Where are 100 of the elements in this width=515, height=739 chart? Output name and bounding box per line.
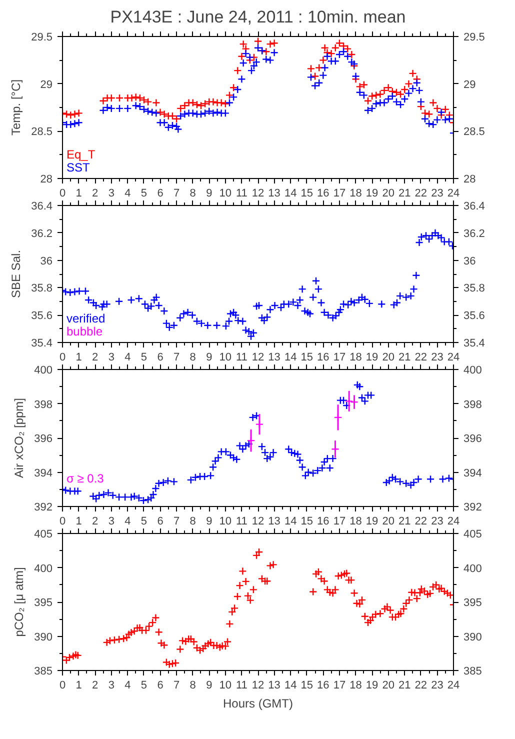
x-tick-label: 8	[190, 352, 196, 364]
point	[331, 445, 340, 454]
x-tick-label: 24	[447, 516, 460, 528]
x-tick-label: 8	[190, 188, 196, 200]
y2-tick-label: 398	[464, 398, 482, 411]
x-tick-label: 23	[431, 188, 444, 200]
y2-tick-label: 29.5	[464, 32, 485, 44]
x-tick-label: 15	[300, 516, 314, 528]
y2-tick-label: 394	[464, 467, 482, 480]
x-tick-label: 5	[140, 188, 148, 200]
x-tick-label: 10	[219, 680, 232, 692]
x-tick-label: 16	[317, 680, 330, 692]
x-tick-label: 8	[190, 516, 196, 528]
y-tick-label: 29.5	[31, 32, 53, 44]
y2-tick-label: 36.4	[464, 200, 485, 212]
y2-tick-label: 35.4	[464, 338, 485, 350]
x-tick-label: 7	[173, 516, 180, 528]
x-tick-label: 17	[333, 352, 346, 364]
x-tick-label: 10	[219, 516, 232, 528]
x-tick-label: 18	[350, 188, 362, 200]
x-tick-label: 22	[414, 352, 428, 364]
x-tick-label: 14	[284, 352, 297, 364]
y2-tick-label: 396	[464, 433, 482, 445]
y-axis-title: Air xCO₂ [ppm]	[12, 398, 26, 478]
x-tick-label: 3	[108, 680, 114, 692]
y-tick-label: 29	[40, 78, 53, 91]
x-tick-label: 19	[366, 516, 378, 528]
x-tick-label: 19	[366, 680, 378, 692]
x-tick-label: 0	[59, 516, 66, 528]
x-axis-title: Hours (GMT)	[223, 696, 293, 710]
x-tick-label: 1	[76, 188, 82, 200]
x-tick-label: 4	[124, 680, 131, 692]
y-axis-title: pCO₂ [μ atm]	[12, 567, 26, 637]
x-tick-label: 21	[398, 680, 411, 692]
x-tick-label: 21	[398, 516, 411, 528]
x-tick-label: 4	[124, 188, 131, 200]
y2-tick-label: 392	[464, 502, 482, 514]
x-tick-label: 0	[59, 680, 66, 692]
point	[334, 413, 342, 422]
x-tick-label: 16	[317, 516, 330, 528]
y-tick-label: 35.4	[31, 338, 53, 350]
y-tick-label: 396	[34, 433, 53, 445]
x-tick-label: 4	[124, 352, 131, 364]
y2-tick-label: 390	[464, 631, 482, 644]
x-tick-label: 24	[447, 188, 460, 200]
y2-tick-label: 36	[464, 255, 476, 268]
x-tick-label: 20	[382, 680, 394, 692]
x-tick-label: 6	[157, 680, 164, 692]
y-axis-title: Temp. [°C]	[9, 79, 24, 136]
x-tick-label: 16	[317, 188, 330, 200]
x-tick-label: 22	[414, 516, 428, 528]
x-tick-label: 9	[206, 680, 212, 692]
y-tick-label: 35.8	[31, 282, 53, 295]
y2-tick-label: 28	[464, 174, 476, 186]
y2-tick-label: 405	[464, 528, 482, 540]
x-tick-label: 24	[447, 680, 460, 692]
y2-tick-label: 385	[464, 666, 482, 678]
x-tick-label: 9	[206, 352, 212, 364]
x-tick-label: 10	[219, 352, 232, 364]
x-tick-label: 6	[157, 516, 164, 528]
x-tick-label: 12	[252, 516, 264, 528]
y2-tick-label: 36.2	[464, 228, 485, 240]
x-tick-label: 7	[173, 188, 180, 200]
x-tick-label: 12	[252, 680, 264, 692]
x-tick-label: 16	[317, 352, 330, 364]
x-tick-label: 2	[92, 352, 98, 364]
x-tick-label: 3	[108, 188, 114, 200]
text: SST	[66, 160, 91, 174]
point	[344, 397, 354, 406]
x-tick-label: 20	[382, 188, 394, 200]
legend-label: bubble	[66, 324, 103, 338]
y2-tick-label: 35.6	[464, 310, 485, 322]
x-tick-label: 23	[431, 352, 444, 364]
x-tick-label: 21	[398, 188, 411, 200]
y-axis-title: SBE Sal.	[9, 250, 24, 298]
x-tick-label: 14	[284, 188, 297, 200]
y-tick-label: 385	[34, 666, 53, 678]
x-tick-label: 15	[300, 188, 314, 200]
x-tick-label: 2	[92, 188, 98, 200]
y2-tick-label: 400	[464, 562, 482, 575]
x-tick-label: 15	[300, 680, 314, 692]
x-tick-label: 22	[414, 188, 428, 200]
text: Eq_T	[66, 148, 96, 162]
x-tick-label: 0	[59, 188, 66, 200]
y-tick-label: 36.4	[31, 200, 53, 212]
x-tick-label: 11	[236, 188, 248, 200]
x-tick-label: 1	[76, 516, 82, 528]
y-tick-label: 28.5	[31, 126, 53, 138]
x-tick-label: 13	[268, 352, 280, 364]
x-tick-label: 17	[333, 188, 346, 200]
y2-tick-label: 29	[464, 78, 476, 91]
x-tick-label: 2	[92, 516, 98, 528]
y-tick-label: 28	[40, 174, 53, 186]
x-tick-label: 12	[252, 352, 264, 364]
y-tick-label: 36	[40, 255, 53, 268]
x-tick-label: 7	[173, 680, 180, 692]
chart-title: PX143E : June 24, 2011 : 10min. mean	[110, 8, 406, 26]
x-tick-label: 13	[268, 680, 280, 692]
y2-tick-label: 28.5	[464, 126, 485, 138]
x-tick-label: 6	[157, 188, 164, 200]
